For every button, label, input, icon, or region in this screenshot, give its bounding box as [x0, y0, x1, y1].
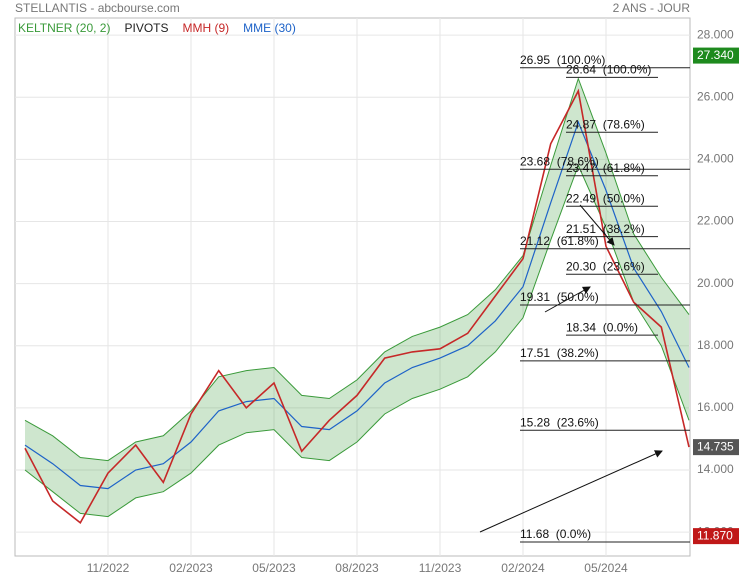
- plot-frame: [14, 17, 691, 557]
- arrow: [579, 204, 615, 246]
- y-tick-label: 24.000: [697, 152, 734, 166]
- y-tick-label: 28.000: [697, 27, 734, 41]
- keltner-band: [25, 78, 689, 517]
- mme-line: [24, 120, 690, 490]
- pivot-label: 11.68 (0.0%): [520, 527, 591, 541]
- price-tag-label: 27.340: [697, 48, 734, 62]
- x-tick-label: 05/2023: [252, 561, 296, 575]
- pivot-label: 23.68 (78.6%): [520, 154, 599, 168]
- x-tick-label: 08/2023: [335, 561, 379, 575]
- pivot-label: 21.12 (61.8%): [520, 234, 599, 248]
- pivot-label: 26.64 (100.0%): [566, 63, 651, 77]
- price-tag-label: 14.735: [697, 439, 734, 453]
- price-tag-label: 11.870: [697, 528, 733, 542]
- chart-title: STELLANTIS - abcbourse.com: [15, 1, 180, 15]
- y-tick-label: 16.000: [697, 400, 734, 414]
- pivot-label: 20.30 (23.6%): [566, 259, 645, 273]
- pivot-label: 18.34 (0.0%): [566, 320, 638, 334]
- y-tick-label: 26.000: [697, 89, 734, 103]
- x-tick-label: 02/2023: [169, 561, 213, 575]
- arrow: [544, 286, 591, 313]
- pivot-label: 21.51 (38.2%): [566, 222, 645, 236]
- legend-entry: MME (30): [243, 21, 296, 35]
- x-tick-label: 11/2023: [419, 561, 462, 575]
- arrow: [479, 450, 663, 533]
- legend-entry: PIVOTS: [124, 21, 168, 35]
- x-tick-label: 05/2024: [584, 561, 628, 575]
- keltner-lower: [24, 164, 690, 518]
- pivot-label: 17.51 (38.2%): [520, 346, 599, 360]
- pivot-label: 26.95 (100.0%): [520, 53, 605, 67]
- pivot-label: 15.28 (23.6%): [520, 415, 599, 429]
- pivot-label: 22.49 (50.0%): [566, 191, 645, 205]
- pivot-label: 24.87 (78.6%): [566, 117, 645, 131]
- price-line: [24, 88, 690, 525]
- y-tick-label: 18.000: [697, 338, 734, 352]
- y-tick-label: 20.000: [697, 276, 734, 290]
- pivot-label: 23.47 (61.8%): [566, 161, 645, 175]
- y-tick-label: 14.000: [697, 462, 734, 476]
- legend-entry: MMH (9): [183, 21, 230, 35]
- price-tag: [693, 528, 739, 545]
- x-tick-label: 02/2024: [501, 561, 545, 575]
- x-tick-label: 11/2022: [87, 561, 130, 575]
- pivot-label: 19.31 (50.0%): [520, 290, 599, 304]
- legend-entry: KELTNER (20, 2): [18, 21, 110, 35]
- price-tag: [693, 439, 739, 456]
- chart-subtitle: 2 ANS - JOUR: [613, 1, 691, 15]
- price-tag: [693, 47, 739, 64]
- y-tick-label: 22.000: [697, 214, 734, 228]
- keltner-upper: [24, 77, 690, 462]
